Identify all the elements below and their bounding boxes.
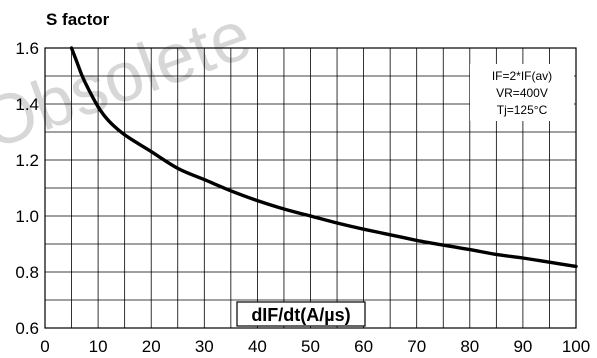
y-tick-label: 1.4 (15, 95, 39, 114)
y-tick-label: 1.2 (15, 151, 39, 170)
y-tick-label: 0.6 (15, 319, 39, 338)
x-axis-label: dIF/dt(A/µs) (251, 305, 350, 325)
condition-label: VR=400V (496, 86, 548, 100)
x-tick-label: 10 (89, 337, 108, 356)
y-axis-label: S factor (46, 10, 110, 29)
condition-label: IF=2*IF(av) (492, 69, 552, 83)
y-tick-label: 0.8 (15, 263, 39, 282)
x-tick-label: 90 (513, 337, 532, 356)
x-tick-label: 50 (301, 337, 320, 356)
y-tick-label: 1.6 (15, 39, 39, 58)
x-tick-label: 20 (142, 337, 161, 356)
condition-label: Tj=125°C (497, 103, 548, 117)
conditions-box (470, 64, 574, 121)
x-tick-label: 100 (562, 337, 590, 356)
series-line (69, 46, 578, 269)
y-tick-label: 1.0 (15, 207, 39, 226)
x-tick-label: 80 (460, 337, 479, 356)
x-axis-label-box (236, 301, 366, 327)
conditions-text: IF=2*IF(av) VR=400V Tj=125°C (492, 69, 552, 117)
x-tick-label: 60 (354, 337, 373, 356)
x-tick-label: 40 (248, 337, 267, 356)
x-tick-label: 70 (407, 337, 426, 356)
plot-frame (44, 47, 577, 329)
y-tick-labels: 0.6 0.8 1.0 1.2 1.4 1.6 (15, 39, 39, 338)
x-tick-label: 0 (40, 337, 49, 356)
x-tick-label: 30 (195, 337, 214, 356)
x-tick-labels: 0 10 20 30 40 50 60 70 80 90 100 (40, 337, 590, 356)
